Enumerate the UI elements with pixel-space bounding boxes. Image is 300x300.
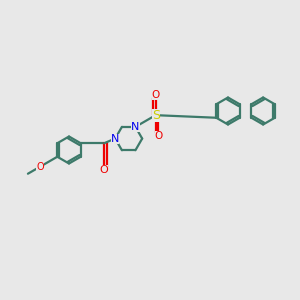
Text: N: N — [111, 134, 119, 144]
Text: O: O — [154, 131, 163, 141]
Text: O: O — [36, 162, 44, 172]
Text: N: N — [131, 122, 140, 132]
Text: O: O — [100, 165, 109, 175]
Text: O: O — [152, 90, 160, 100]
Text: S: S — [152, 109, 160, 122]
